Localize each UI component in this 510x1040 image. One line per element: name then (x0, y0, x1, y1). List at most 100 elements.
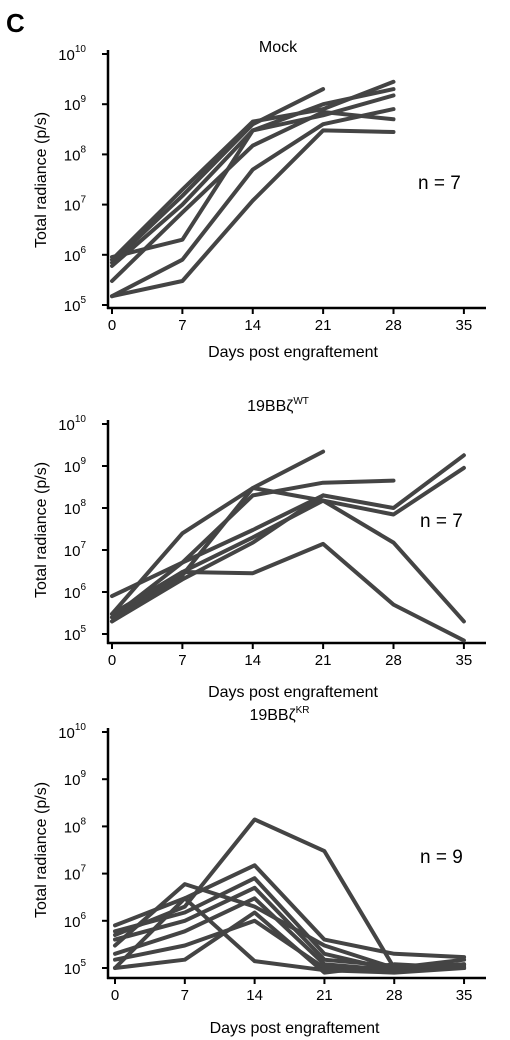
y-tick-exponent: 7 (80, 864, 86, 875)
n-annotation: n = 9 (420, 847, 463, 868)
y-tick-exponent: 7 (80, 195, 86, 206)
y-tick-label: 106 (64, 582, 87, 602)
chart-title-sup: WT (293, 396, 309, 407)
x-tick-label: 7 (178, 652, 186, 669)
y-tick-label: 1010 (58, 44, 86, 64)
y-tick-base: 10 (64, 459, 81, 476)
y-tick-label: 107 (64, 195, 87, 215)
y-tick-label: 108 (64, 498, 87, 518)
x-tick-label: 7 (181, 987, 189, 1004)
chart-title-sup: KR (296, 705, 310, 716)
y-tick-base: 10 (64, 501, 81, 518)
series-line-6 (113, 896, 467, 973)
y-tick-label: 107 (64, 864, 87, 884)
chart-title: Mock (259, 39, 298, 56)
y-tick-label: 105 (64, 295, 87, 315)
y-tick-exponent: 5 (80, 624, 86, 635)
y-tick-exponent: 6 (80, 582, 86, 593)
x-tick-label: 35 (456, 987, 473, 1004)
y-tick-base: 10 (64, 147, 81, 164)
series-line-8 (113, 910, 467, 975)
x-tick-label: 21 (316, 987, 333, 1004)
x-tick-label: 7 (178, 317, 186, 334)
y-tick-label: 107 (64, 540, 87, 560)
y-tick-base: 10 (64, 97, 81, 114)
x-tick-label: 0 (111, 987, 119, 1004)
chart-title-main: Mock (259, 39, 298, 56)
x-tick-label: 14 (244, 317, 261, 334)
x-tick-label: 14 (244, 652, 261, 669)
panel-letter: C (6, 8, 25, 38)
chart-title: 19BBζKR (249, 705, 309, 724)
y-tick-label: 1010 (58, 414, 86, 434)
y-tick-base: 10 (64, 585, 81, 602)
chart-title: 19BBζWT (247, 396, 309, 415)
n-annotation: n = 7 (418, 173, 461, 194)
y-tick-label: 108 (64, 816, 87, 836)
x-tick-label: 0 (108, 317, 116, 334)
y-tick-label: 109 (64, 769, 87, 789)
y-tick-label: 108 (64, 144, 87, 164)
x-tick-label: 35 (456, 652, 473, 669)
y-tick-base: 10 (64, 961, 81, 978)
y-axis-label: Total radiance (p/s) (33, 112, 50, 248)
series-line-9 (113, 896, 467, 975)
y-tick-exponent: 9 (80, 456, 86, 467)
y-tick-exponent: 8 (80, 144, 86, 155)
y-tick-exponent: 6 (80, 911, 86, 922)
y-tick-base: 10 (64, 819, 81, 836)
x-tick-label: 21 (315, 317, 332, 334)
y-tick-exponent: 10 (75, 414, 87, 425)
y-tick-label: 105 (64, 958, 87, 978)
y-tick-exponent: 8 (80, 816, 86, 827)
y-tick-base: 10 (58, 47, 75, 64)
y-tick-exponent: 9 (80, 94, 86, 105)
y-tick-exponent: 9 (80, 769, 86, 780)
x-tick-label: 21 (315, 652, 332, 669)
y-tick-exponent: 5 (80, 295, 86, 306)
series-line-4 (110, 110, 396, 283)
y-tick-base: 10 (64, 543, 81, 560)
y-tick-base: 10 (64, 248, 81, 265)
y-tick-exponent: 5 (80, 958, 86, 969)
x-axis-label: Days post engraftement (208, 684, 378, 701)
series-line-2 (113, 863, 467, 960)
y-tick-label: 106 (64, 911, 87, 931)
y-tick-base: 10 (64, 627, 81, 644)
y-tick-exponent: 6 (80, 245, 86, 256)
y-tick-label: 106 (64, 245, 87, 265)
y-tick-exponent: 10 (75, 722, 87, 733)
x-tick-label: 28 (386, 987, 403, 1004)
x-tick-label: 14 (246, 987, 263, 1004)
series-line-3 (110, 453, 466, 620)
y-axis-label: Total radiance (p/s) (33, 462, 50, 598)
y-tick-base: 10 (64, 914, 81, 931)
series-line-7 (110, 493, 326, 624)
y-axis-label: Total radiance (p/s) (33, 782, 50, 918)
y-tick-label: 109 (64, 456, 87, 476)
y-tick-label: 109 (64, 94, 87, 114)
chart-title-main: 19BBζ (247, 398, 293, 415)
series-line-7 (110, 128, 396, 299)
y-tick-base: 10 (64, 198, 81, 215)
x-tick-label: 28 (385, 317, 402, 334)
series-line-5 (110, 93, 396, 260)
x-axis-label: Days post engraftement (210, 1020, 380, 1037)
y-tick-label: 105 (64, 624, 87, 644)
n-annotation: n = 7 (420, 511, 463, 532)
y-tick-exponent: 7 (80, 540, 86, 551)
x-tick-label: 35 (456, 317, 473, 334)
x-tick-label: 0 (108, 652, 116, 669)
y-tick-base: 10 (58, 725, 75, 742)
series-line-1 (110, 449, 326, 616)
y-tick-base: 10 (64, 772, 81, 789)
series-line-6 (110, 107, 396, 299)
y-tick-base: 10 (64, 867, 81, 884)
series-line-5 (110, 486, 466, 624)
chart-title-main: 19BBζ (249, 707, 295, 724)
x-axis-label: Days post engraftement (208, 344, 378, 361)
